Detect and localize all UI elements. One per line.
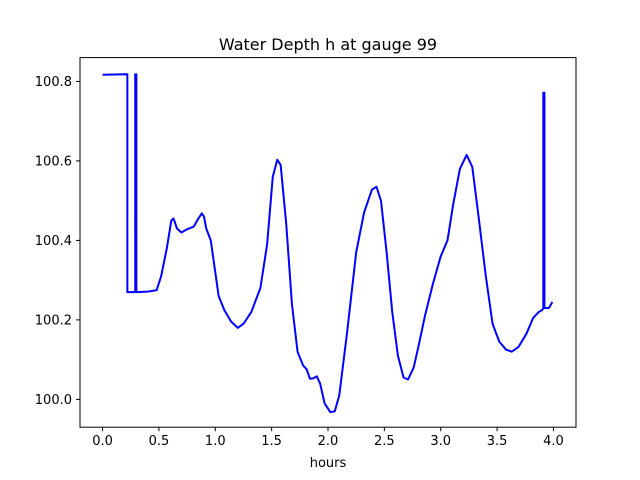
series-line-0 [102,73,554,414]
plot-frame [79,57,577,428]
plot-area [102,73,554,414]
y-tick-label: 100.0 [35,393,72,408]
x-tick-label: 1.5 [261,434,282,449]
x-axis-label: hours [310,456,347,471]
x-tick-label: 2.5 [374,434,395,449]
x-tick-label: 2.0 [318,434,339,449]
axis-ticks: 0.0 0.5 1.0 1.5 2.0 2.5 3.0 3.5 4.0 100.0 100.2 100… [35,75,564,449]
x-tick-label: 0.5 [149,434,170,449]
y-tick-label: 100.4 [35,234,72,249]
x-tick-label: 3.0 [430,434,451,449]
x-tick-label: 3.5 [487,434,508,449]
chart-title: Water Depth h at gauge 99 [219,35,437,54]
x-tick-label: 1.0 [205,434,226,449]
y-tick-label: 100.8 [35,75,72,90]
x-tick-label: 0.0 [92,434,113,449]
x-tick-label: 4.0 [543,434,564,449]
y-tick-label: 100.2 [35,313,72,328]
y-tick-label: 100.6 [35,154,72,169]
